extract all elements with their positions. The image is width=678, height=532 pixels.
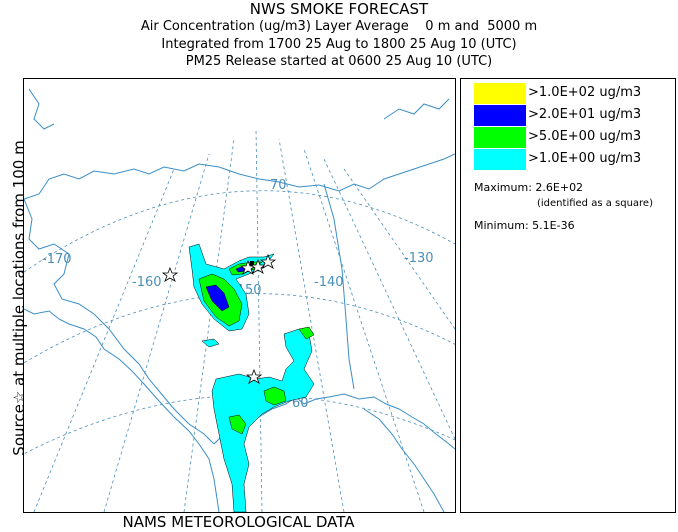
legend-item: >1.0E+00 ug/m3 [474,149,674,170]
arctic-islands [28,88,55,130]
plume-green-4 [228,414,247,435]
source-star-1 [161,266,179,282]
legend-swatch [474,127,526,148]
maximum-square [250,261,254,265]
legend-item: >1.0E+02 ug/m3 [474,83,674,104]
lon-line-8 [343,168,456,330]
map-panel: -170 -160 -150 -140 -130 70 60 [13,78,465,513]
lon-line-2 [103,153,210,513]
met-data-label: NAMS METEOROLOGICAL DATA [122,513,355,531]
lon-label-130: -130 [404,251,434,266]
north-coast [23,153,456,200]
plume-green-5 [298,326,315,340]
maximum-note: (identified as a square) [537,198,653,209]
legend-panel: >1.0E+02 ug/m3 >2.0E+01 ug/m3 >5.0E+00 u… [460,78,676,513]
lon-line-6 [303,148,425,513]
lat-label-60: 60 [292,396,309,411]
lon-line-4 [255,128,263,513]
smoke-plume-south [211,326,315,513]
lon-line-5 [278,138,345,513]
forecast-title: NWS SMOKE FORECAST [249,0,429,18]
legend-item: >5.0E+00 ug/m3 [474,127,674,148]
west-coast [23,198,215,445]
legend-item: >2.0E+01 ug/m3 [474,105,674,126]
layer-subtitle: Air Concentration (ug/m3) Layer Average … [140,19,538,34]
plume-cyan-2 [211,328,315,513]
legend-label: >5.0E+00 ug/m3 [528,129,642,144]
legend-swatch [474,149,526,170]
legend-label: >2.0E+01 ug/m3 [528,107,642,122]
maximum-label: Maximum: 2.6E+02 [474,181,584,194]
coastline [23,88,456,513]
source-star-5 [245,368,263,384]
legend-swatch [474,105,526,126]
lon-line-7 [323,158,456,440]
lon-label-170: -170 [42,252,72,267]
legend-swatch [474,83,526,104]
plume-blue-1 [205,284,230,312]
lon-line-3 [183,138,235,513]
lon-line-1 [33,168,175,513]
legend-label: >1.0E+00 ug/m3 [528,151,642,166]
legend-label: >1.0E+02 ug/m3 [528,85,642,100]
lat-line-70 [13,190,465,280]
source-star-4 [259,253,277,269]
minimum-label: Minimum: 5.1E-36 [474,219,575,232]
integration-period: Integrated from 1700 25 Aug to 1800 25 A… [161,37,517,52]
plume-green-3 [263,386,287,406]
smoke-map: -170 -160 -150 -140 -130 70 60 [13,88,465,513]
release-start: PM25 Release started at 0600 25 Aug 10 (… [185,54,493,69]
lon-label-140: -140 [314,275,344,290]
source-markers [161,253,277,384]
plume-cyan-small [201,338,220,348]
panhandle-coast [363,408,445,513]
peninsula-coast [23,308,220,513]
canadian-islands [383,98,450,120]
border-line [323,183,355,390]
lat-label-70: 70 [270,178,287,193]
lon-label-160: -160 [132,275,162,290]
